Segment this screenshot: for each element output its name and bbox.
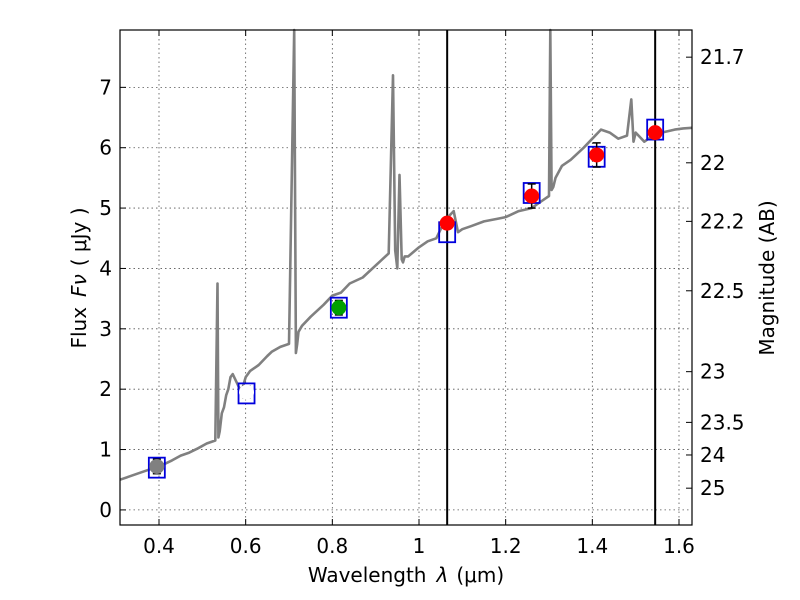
- observed-point: [524, 188, 540, 204]
- x-tick-label: 1.4: [576, 534, 608, 558]
- y-tick-label: 1: [99, 438, 112, 462]
- observed-point: [149, 458, 165, 474]
- plot-frame: [119, 29, 693, 526]
- y-tick-label: 5: [99, 196, 112, 220]
- x-tick-label: 0.6: [230, 534, 262, 558]
- model-box: [147, 456, 166, 479]
- observed-point: [439, 215, 455, 231]
- model-box: [237, 382, 256, 405]
- x-tick-label: 1.2: [490, 534, 522, 558]
- observed-point: [647, 125, 663, 141]
- grid-layer: [120, 30, 692, 525]
- x-tick-label: 0.4: [143, 534, 175, 558]
- right-tick-label: 23.5: [700, 410, 745, 434]
- y-tick-label: 0: [99, 498, 112, 522]
- y-tick-label: 6: [99, 136, 112, 160]
- tick-layer: 0.4 0.6 0.8 1 1.2 1.4 1.60123456721.72222.222.…: [99, 30, 745, 558]
- right-tick-label: 22.5: [700, 279, 745, 303]
- observed-point: [589, 147, 605, 163]
- x-axis-label-symbol: λ: [436, 563, 449, 587]
- right-tick-label: 22.2: [700, 209, 745, 233]
- model-box: [329, 296, 348, 319]
- x-tick-label: 0.8: [316, 534, 348, 558]
- observed-points: [149, 125, 663, 475]
- y-axis-label-unit: ( μJy ): [67, 207, 91, 266]
- observed-point: [239, 384, 255, 400]
- y-axis-label-text: Flux: [67, 307, 91, 349]
- y-tick-label: 3: [99, 317, 112, 341]
- model-boxes: [147, 118, 665, 479]
- spectrum-line: [119, 28, 693, 481]
- series-layer: [119, 28, 693, 481]
- y-axis-label: Flux Fν ( μJy ): [67, 207, 91, 348]
- x-tick-label: 1: [413, 534, 426, 558]
- x-tick-label: 1.6: [663, 534, 695, 558]
- x-axis-label-unit: (μm): [456, 563, 504, 587]
- right-tick-label: 24: [700, 443, 725, 467]
- x-axis-label-text: Wavelength: [308, 563, 427, 587]
- vertical-lines: [446, 30, 657, 525]
- right-tick-label: 25: [700, 476, 725, 500]
- right-tick-label: 23: [700, 360, 725, 384]
- y-tick-label: 2: [99, 377, 112, 401]
- y-axis-label-symbol: Fν: [67, 274, 91, 297]
- right-tick-label: 21.7: [700, 45, 745, 69]
- observed-point: [331, 300, 347, 316]
- y-tick-label: 4: [99, 256, 112, 280]
- x-axis-label: Wavelength λ (μm): [308, 563, 504, 587]
- y-tick-label: 7: [99, 75, 112, 99]
- right-axis-label: Magnitude (AB): [755, 200, 779, 355]
- right-tick-label: 22: [700, 151, 725, 175]
